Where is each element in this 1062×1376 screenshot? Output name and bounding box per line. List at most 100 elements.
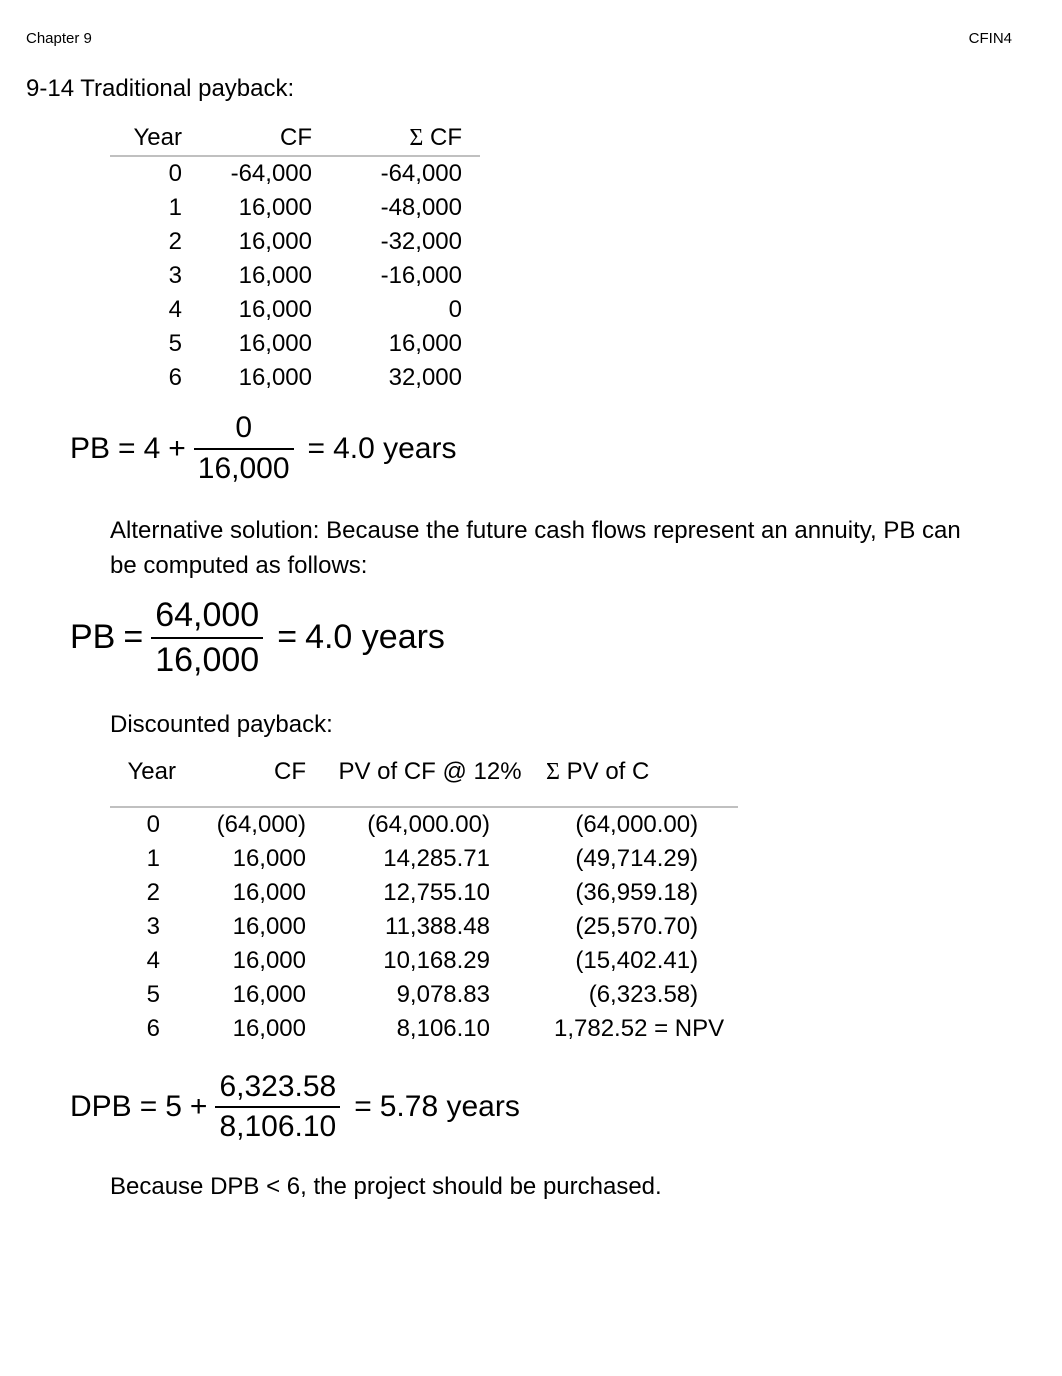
cell-year: 5 — [110, 327, 200, 361]
pb-fraction: 0 16,000 — [194, 411, 294, 486]
plus-sign: + — [190, 1090, 208, 1124]
dpb-result: 5.78 years — [380, 1090, 520, 1124]
cell-sumcf: 32,000 — [330, 361, 480, 395]
equals-sign: = — [277, 618, 297, 657]
cell-sumcf: 16,000 — [330, 327, 480, 361]
dpb-year-header: Year — [110, 755, 190, 807]
pb-numerator: 0 — [231, 411, 256, 448]
discounted-title: Discounted payback: — [20, 708, 1012, 743]
pb-alt-formula: PB = 64,000 16,000 = 4.0 years — [70, 596, 1012, 680]
cell-cf: 16,000 — [200, 225, 330, 259]
cell-cf: 16,000 — [200, 327, 330, 361]
cell-year: 4 — [110, 944, 190, 978]
cell-pv: 14,285.71 — [320, 842, 540, 876]
cell-cf: 16,000 — [190, 978, 320, 1012]
alternative-text: Alternative solution: Because the future… — [20, 514, 1012, 584]
cell-year: 5 — [110, 978, 190, 1012]
table-row: 416,00010,168.29(15,402.41) — [110, 944, 738, 978]
cell-cf: 16,000 — [200, 293, 330, 327]
cell-year: 1 — [110, 842, 190, 876]
col-cf-header: CF — [200, 121, 330, 156]
equals-sign: = — [118, 432, 136, 466]
dpb-fraction: 6,323.58 8,106.10 — [215, 1070, 340, 1145]
pb2-numerator: 64,000 — [151, 596, 263, 637]
cell-sumcf: -64,000 — [330, 156, 480, 191]
col-year-header: Year — [110, 121, 200, 156]
cell-year: 6 — [110, 1012, 190, 1046]
cell-pv: 10,168.29 — [320, 944, 540, 978]
table-row: 316,000-16,000 — [110, 259, 480, 293]
cell-sumcf: -32,000 — [330, 225, 480, 259]
cell-pv: 11,388.48 — [320, 910, 540, 944]
pb-denominator: 16,000 — [194, 448, 294, 487]
dpb-pv-header: PV of CF @ 12% — [320, 755, 540, 807]
pb-result: 4.0 years — [333, 432, 456, 466]
dpb-base: 5 — [165, 1090, 182, 1124]
cell-cf: 16,000 — [190, 910, 320, 944]
cell-cf: (64,000) — [190, 807, 320, 842]
cell-year: 3 — [110, 259, 200, 293]
table-row: 516,0009,078.83(6,323.58) — [110, 978, 738, 1012]
table-row: 0(64,000)(64,000.00)(64,000.00) — [110, 807, 738, 842]
table-row: 616,00032,000 — [110, 361, 480, 395]
cell-sumpv: (64,000.00) — [540, 807, 738, 842]
table-row: 416,0000 — [110, 293, 480, 327]
cell-sumpv: (6,323.58) — [540, 978, 738, 1012]
cell-year: 2 — [110, 876, 190, 910]
cell-cf: -64,000 — [200, 156, 330, 191]
cell-sumpv: (36,959.18) — [540, 876, 738, 910]
pb2-denominator: 16,000 — [151, 637, 263, 680]
cell-sumpv: (25,570.70) — [540, 910, 738, 944]
problem-title: 9-14 Traditional payback: — [20, 75, 1012, 103]
dpb-formula: DPB = 5 + 6,323.58 8,106.10 = 5.78 years — [70, 1070, 1012, 1145]
dpb-cf-header: CF — [190, 755, 320, 807]
cell-cf: 16,000 — [190, 842, 320, 876]
equals-sign: = — [123, 618, 143, 657]
pb-base: 4 — [144, 432, 161, 466]
cell-cf: 16,000 — [200, 191, 330, 225]
pb-lhs: PB — [70, 432, 110, 466]
conclusion-text: Because DPB < 6, the project should be p… — [20, 1173, 1012, 1201]
dpb-denominator: 8,106.10 — [215, 1106, 340, 1145]
cell-pv: 12,755.10 — [320, 876, 540, 910]
cell-year: 0 — [110, 807, 190, 842]
table-row: 316,00011,388.48(25,570.70) — [110, 910, 738, 944]
cell-year: 6 — [110, 361, 200, 395]
cell-sumcf: 0 — [330, 293, 480, 327]
table-row: 216,000-32,000 — [110, 225, 480, 259]
table-row: 516,00016,000 — [110, 327, 480, 361]
cell-sumpv: 1,782.52 = NPV — [540, 1012, 738, 1046]
cell-sumcf: -48,000 — [330, 191, 480, 225]
book-label: CFIN4 — [969, 30, 1012, 47]
cell-pv: 8,106.10 — [320, 1012, 540, 1046]
dpb-lhs: DPB — [70, 1090, 132, 1124]
pb2-fraction: 64,000 16,000 — [151, 596, 263, 680]
cell-year: 0 — [110, 156, 200, 191]
equals-sign: = — [308, 432, 326, 466]
cell-pv: (64,000.00) — [320, 807, 540, 842]
page-header: Chapter 9 CFIN4 — [20, 30, 1012, 47]
cell-year: 3 — [110, 910, 190, 944]
cell-pv: 9,078.83 — [320, 978, 540, 1012]
dpb-sumpv-header: Σ PV of C — [540, 755, 738, 807]
pb2-result: 4.0 years — [305, 618, 445, 657]
pb2-lhs: PB — [70, 618, 115, 657]
table-row: 216,00012,755.10(36,959.18) — [110, 876, 738, 910]
cell-cf: 16,000 — [200, 259, 330, 293]
cell-cf: 16,000 — [190, 944, 320, 978]
cell-cf: 16,000 — [200, 361, 330, 395]
cell-year: 4 — [110, 293, 200, 327]
table-row: 116,000-48,000 — [110, 191, 480, 225]
cell-cf: 16,000 — [190, 1012, 320, 1046]
cell-sumpv: (49,714.29) — [540, 842, 738, 876]
cell-sumpv: (15,402.41) — [540, 944, 738, 978]
cell-sumcf: -16,000 — [330, 259, 480, 293]
dpb-numerator: 6,323.58 — [215, 1070, 340, 1107]
chapter-label: Chapter 9 — [26, 30, 92, 47]
equals-sign: = — [354, 1090, 372, 1124]
col-sumcf-header: Σ CF — [330, 121, 480, 156]
cell-cf: 16,000 — [190, 876, 320, 910]
table-row: 0-64,000-64,000 — [110, 156, 480, 191]
pb-formula: PB = 4 + 0 16,000 = 4.0 years — [70, 411, 1012, 486]
problem-number: 9-14 — [26, 75, 74, 102]
